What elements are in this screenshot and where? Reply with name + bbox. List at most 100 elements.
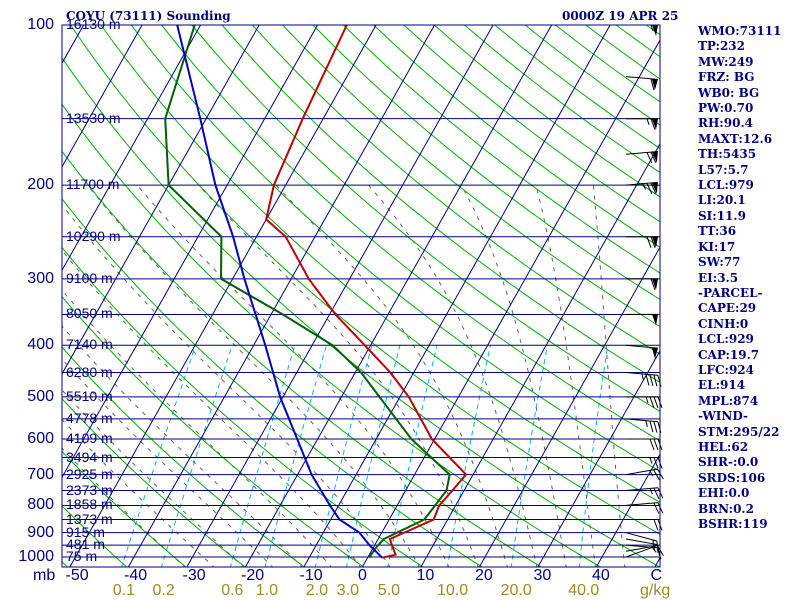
- isobars: [62, 24, 660, 558]
- mixing-ratio-line: [346, 345, 401, 567]
- isotherm-line: [303, 25, 611, 567]
- barb-full: [653, 487, 660, 499]
- dry-adiabat: [312, 25, 660, 301]
- dry-adiabat: [161, 25, 660, 442]
- dry-adiabat: [130, 25, 660, 472]
- barb-pennant: [652, 278, 658, 290]
- index-item: -WIND-: [698, 409, 748, 424]
- dry-adiabat: [62, 150, 543, 567]
- index-item: KI:17: [698, 239, 736, 254]
- temperature-tick-label: 40: [592, 567, 610, 584]
- barb-staff: [625, 181, 658, 186]
- wind-barb: [625, 151, 658, 164]
- moist-adiabat: [62, 418, 215, 567]
- barb-staff: [625, 545, 657, 558]
- chart-time: 0000Z 19 APR 25: [562, 9, 679, 23]
- barb-staff: [625, 76, 658, 80]
- temperature-tick-label: 20: [475, 567, 493, 584]
- barb-staff: [625, 151, 658, 155]
- moist-adiabat: [368, 184, 538, 567]
- height-level-label: 5510 m: [66, 387, 113, 404]
- barb-half: [645, 396, 649, 404]
- index-item: BSHR:119: [698, 517, 768, 531]
- isotherm-line: [537, 349, 660, 567]
- index-item: WMO:73111: [698, 24, 782, 38]
- barb-full: [653, 469, 660, 481]
- wind-barb: [626, 236, 658, 248]
- barb-half: [649, 470, 654, 477]
- height-level-label: 481 m: [66, 536, 105, 553]
- dewpoint-line: [164, 25, 451, 559]
- barb-half: [650, 24, 654, 32]
- index-item: PW:0.70: [698, 101, 754, 116]
- mixing-ratio-line: [387, 345, 438, 567]
- index-item: BRN:0.2: [698, 501, 754, 516]
- index-item: TH:5435: [698, 147, 757, 162]
- wind-barb: [626, 118, 658, 130]
- barb-full: [653, 457, 659, 469]
- index-item: EI:3.5: [698, 270, 739, 285]
- chart-title: COYU (73111) Sounding: [66, 9, 231, 23]
- wind-barb: [625, 532, 659, 553]
- mixing-ratio-line: [160, 345, 233, 567]
- height-level-label: 4109 m: [66, 430, 113, 446]
- mixing-ratio-lines: [120, 345, 609, 567]
- pressure-tick-label: 1000: [18, 548, 54, 565]
- wind-barbs: [625, 24, 664, 560]
- barb-staff: [625, 372, 658, 376]
- index-item: SHR-:0.0: [698, 455, 759, 470]
- height-level-label: 2925 m: [66, 465, 113, 482]
- dry-adiabats: [62, 25, 660, 567]
- height-level-label: 9100 m: [66, 269, 113, 286]
- isotherm-line: [186, 25, 494, 567]
- barb-full: [650, 78, 655, 91]
- isotherm-line: [420, 142, 660, 567]
- barb-full: [649, 396, 655, 409]
- barb-full: [653, 519, 659, 531]
- wind-barb: [625, 418, 662, 434]
- dry-adiabat: [191, 25, 660, 412]
- barb-pennant: [652, 118, 658, 130]
- temperature-tick-label: -20: [241, 567, 265, 584]
- dry-adiabat: [62, 295, 365, 567]
- barb-pennant: [651, 182, 658, 194]
- isotherm-line: [361, 39, 660, 567]
- barb-pennant: [651, 151, 658, 163]
- dry-adiabat: [70, 25, 660, 535]
- height-level-label: 75 m: [66, 548, 98, 564]
- index-item: SW:77: [698, 255, 741, 270]
- mixing-unit-label: g/kg: [640, 582, 671, 599]
- mixing-ratio-line: [120, 345, 197, 567]
- isotherms: [62, 25, 660, 567]
- moist-adiabat: [62, 249, 362, 567]
- barb-staff: [625, 544, 658, 549]
- temperature-tick-label: 10: [416, 567, 435, 584]
- barb-staff: [625, 418, 658, 423]
- moist-adiabat: [198, 184, 479, 567]
- temperature-tick-label: 30: [533, 567, 552, 584]
- temperature-tick-label: C: [650, 567, 663, 584]
- mixing-ratio-line: [229, 345, 296, 567]
- pressure-tick-label: 800: [27, 496, 54, 514]
- height-level-label: 7140 m: [66, 336, 113, 353]
- barb-staff: [625, 502, 658, 506]
- height-level-label: 10290 m: [66, 227, 121, 244]
- index-item: STM:295/22: [698, 424, 780, 439]
- height-level-label: 3494 m: [66, 448, 113, 465]
- barb-staff: [625, 487, 658, 491]
- temperature-tick-label: -50: [65, 567, 89, 584]
- parcel-line: [176, 25, 383, 559]
- temperature-line: [265, 25, 468, 559]
- height-level-label: 915 m: [66, 523, 105, 540]
- barb-full: [649, 438, 655, 451]
- barb-full: [649, 420, 654, 433]
- mixing-ratio-tick-label: 1.0: [255, 582, 279, 599]
- isotherm-line: [595, 453, 660, 567]
- index-item: LI:20.1: [698, 193, 746, 208]
- height-level-label: 13530 m: [66, 109, 121, 126]
- temperature-tick-label: -30: [182, 567, 206, 584]
- moist-adiabat: [535, 184, 596, 567]
- moist-adiabat: [62, 204, 391, 567]
- index-item: L57:5.7: [698, 162, 749, 177]
